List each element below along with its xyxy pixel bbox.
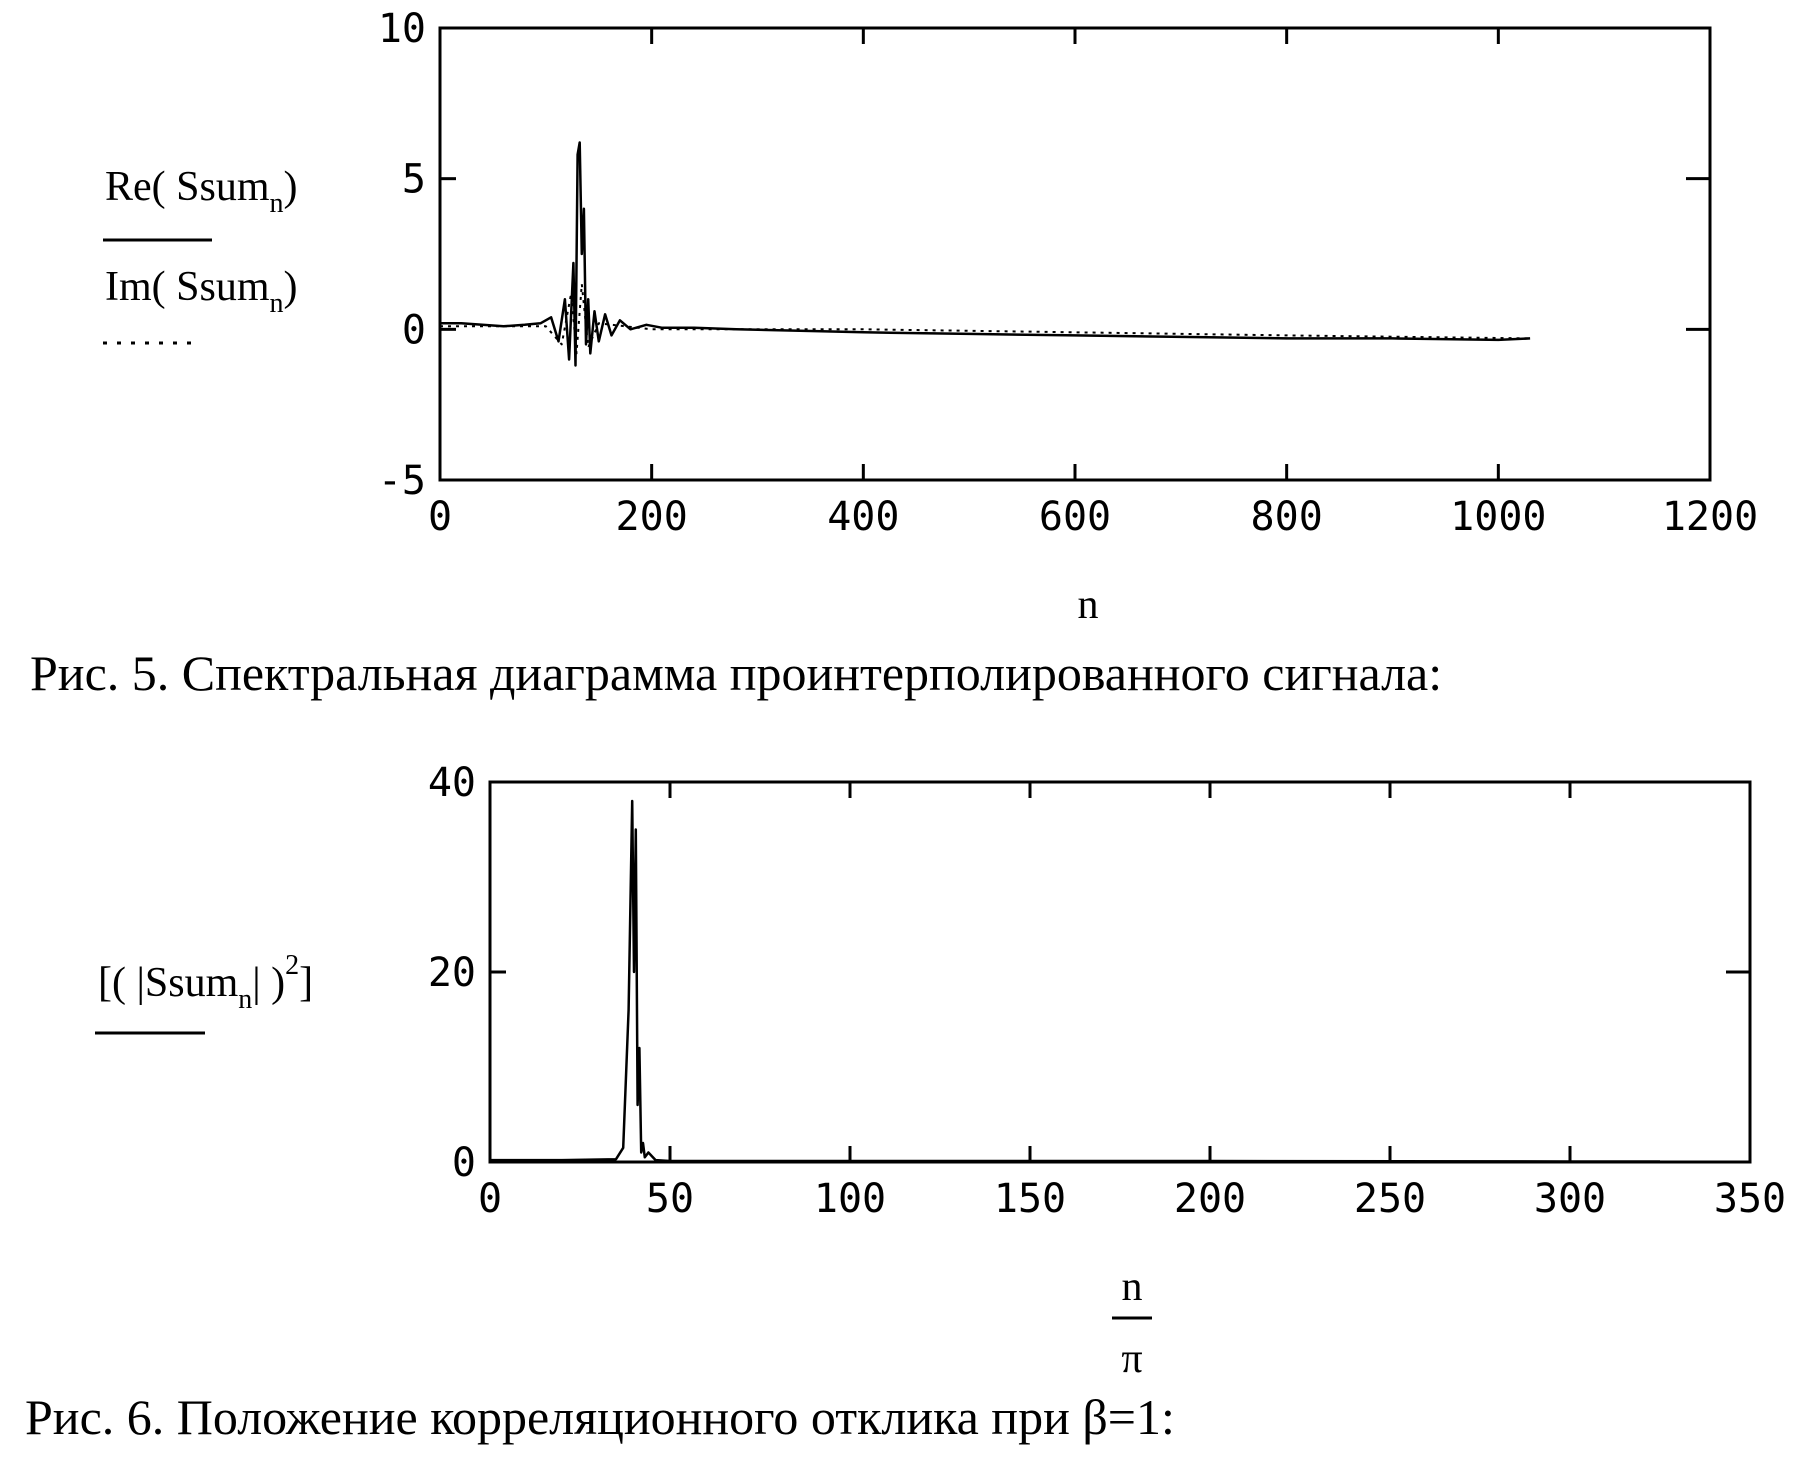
figure6-caption: Рис. 6. Положение корреляционного отклик… <box>25 1388 1175 1446</box>
figure6-x-tick-label: 150 <box>994 1176 1066 1222</box>
figure6-y-tick-label: 0 <box>452 1140 476 1186</box>
figure6-x-tick-label: 0 <box>478 1176 502 1222</box>
figure5-y-tick-label: 0 <box>402 307 426 353</box>
figure5-series-solid-line <box>440 143 1530 366</box>
figure6-y-tick-label: 40 <box>428 760 476 806</box>
figure6-legend: [( |Ssumn| )2] <box>95 950 313 1033</box>
figure5-y-tick-label: 10 <box>378 6 426 52</box>
figure6-legend-label: [( |Ssumn| )2] <box>98 950 313 1015</box>
figure5-plot-frame <box>440 28 1710 480</box>
figure5-legend-re-label: Re( Ssumn) <box>105 164 298 219</box>
figure5-y-tick-label: -5 <box>378 458 426 504</box>
figure6-series-solid-line <box>490 801 1660 1162</box>
figure5-legend: Re( Ssumn) Im( Ssumn) <box>103 164 298 343</box>
figure5-ticks <box>440 28 1710 480</box>
figure5-series <box>440 143 1530 366</box>
figure5-legend-im-label: Im( Ssumn) <box>105 264 298 319</box>
figure6-x-axis-denominator: π <box>1121 1336 1142 1382</box>
figure5-x-tick-label: 200 <box>616 494 688 540</box>
figure6-y-tick-labels: 0 20 40 <box>428 760 476 1186</box>
figure6-ticks <box>490 782 1750 1162</box>
figure6-plot-frame <box>490 782 1750 1162</box>
figure6-x-tick-labels: 0 50 100 150 200 250 300 350 <box>478 1176 1786 1222</box>
figure5-x-axis-label: n <box>1078 582 1099 628</box>
figure5-y-tick-labels: -5 0 5 10 <box>378 6 426 504</box>
figure5-x-tick-label: 400 <box>827 494 899 540</box>
figure5-x-tick-labels: 0 200 400 600 800 1000 1200 <box>428 494 1758 540</box>
figure6-chart: 0 50 100 150 200 250 300 350 0 20 40 n π [( |Ssum… <box>95 760 1786 1382</box>
figure6-x-tick-label: 250 <box>1354 1176 1426 1222</box>
figure5-caption: Рис. 5. Спектральная диаграмма проинтерп… <box>30 644 1442 702</box>
figure6-x-tick-label: 300 <box>1534 1176 1606 1222</box>
figure5-x-tick-label: 0 <box>428 494 452 540</box>
figure6-x-tick-label: 100 <box>814 1176 886 1222</box>
figure6-x-axis-numerator: n <box>1122 1264 1143 1310</box>
figure5-y-tick-label: 5 <box>402 157 426 203</box>
figure5-x-tick-label: 1000 <box>1450 494 1546 540</box>
figure5-x-tick-label: 1200 <box>1662 494 1758 540</box>
figure6-x-tick-label: 200 <box>1174 1176 1246 1222</box>
figure6-x-tick-label: 350 <box>1714 1176 1786 1222</box>
figure6-series <box>490 801 1660 1162</box>
figure6-x-axis-label: n π <box>1112 1264 1152 1382</box>
figure5-x-tick-label: 800 <box>1251 494 1323 540</box>
figure5-x-tick-label: 600 <box>1039 494 1111 540</box>
figure6-x-tick-label: 50 <box>646 1176 694 1222</box>
figure6-y-tick-label: 20 <box>428 950 476 996</box>
figure5-chart: 020040060080010001200 -50510 n Re( Ssumn… <box>103 6 1758 628</box>
